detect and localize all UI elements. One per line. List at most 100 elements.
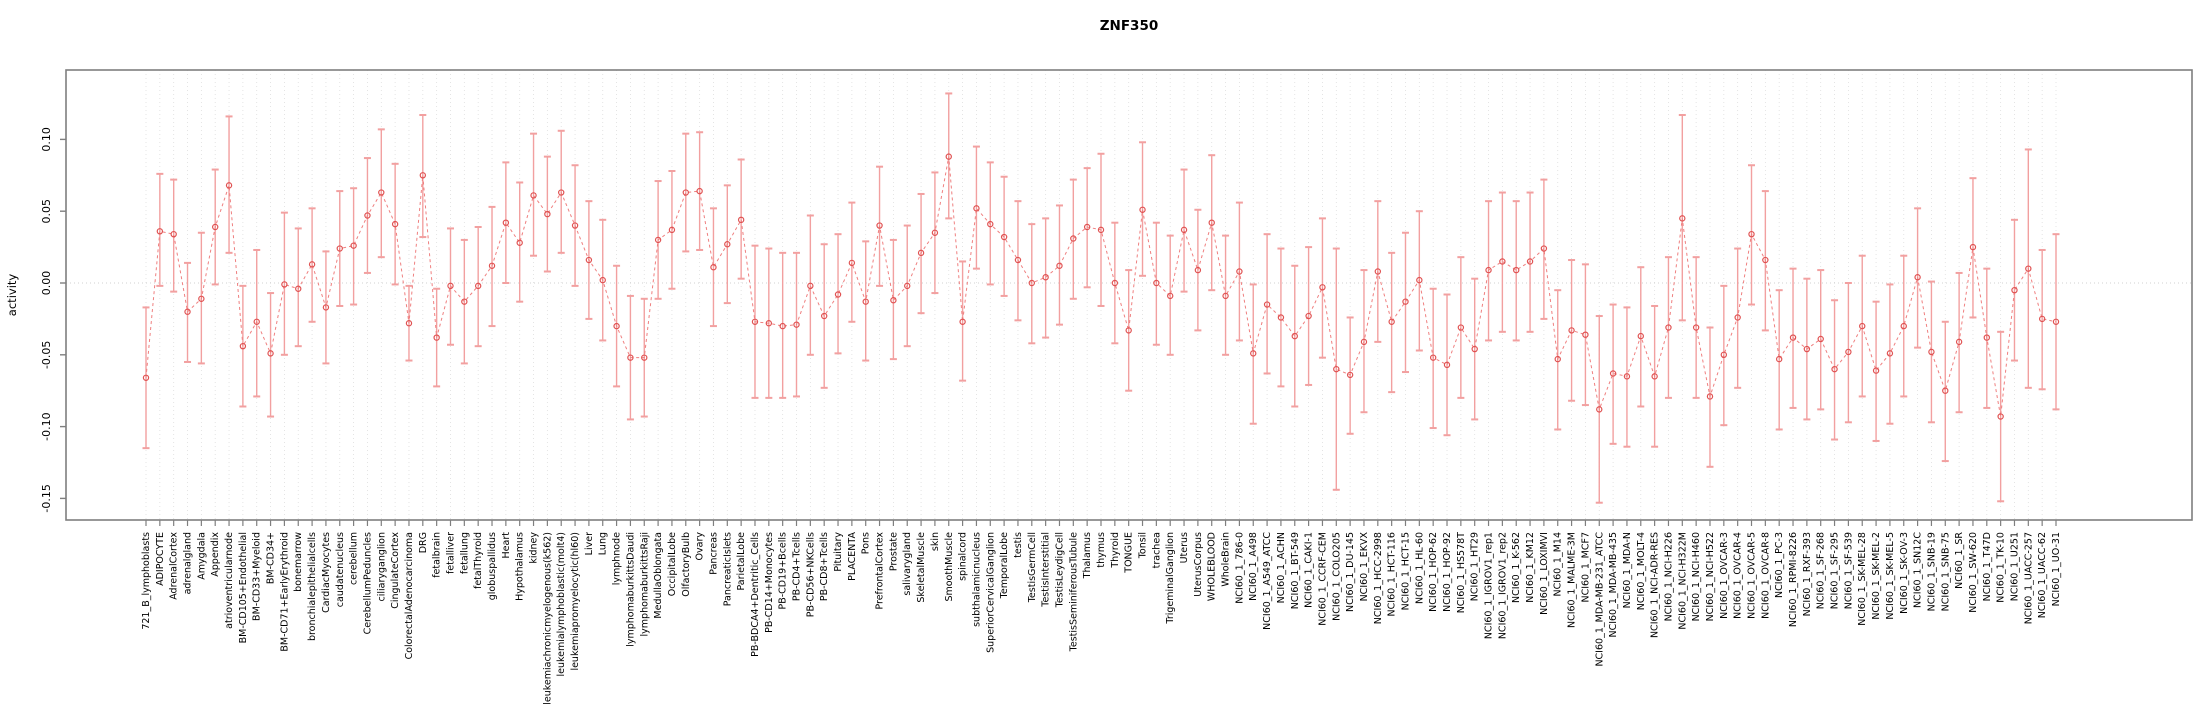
x-tick-label: Amygdala: [196, 532, 207, 580]
data-point: [931, 229, 939, 236]
data-point: [1651, 373, 1658, 380]
data-point: [253, 318, 260, 325]
data-point: [862, 298, 869, 305]
x-tick-label: NCI60_1_SK-MEL-28: [1857, 532, 1868, 626]
data-point: [1167, 292, 1174, 300]
x-tick-label: fetalThyroid: [473, 532, 484, 589]
y-tick-label: 0.00: [40, 271, 53, 296]
data-point: [710, 264, 717, 271]
data-point: [1388, 318, 1395, 325]
data-point: [1263, 301, 1271, 308]
data-point: [751, 318, 759, 325]
data-point: [1748, 230, 1755, 238]
x-tick-label: PB-CD8+Tcells: [819, 532, 830, 601]
data-point: [1333, 365, 1340, 373]
data-point: [599, 276, 606, 284]
x-tick-label: NCI60_1_SK-MEL-5: [1885, 532, 1896, 620]
x-tick-label: spinalcord: [958, 532, 969, 581]
x-tick-label: NCI60_1_OVCAR-5: [1747, 532, 1758, 619]
x-tick-label: fetallung: [459, 532, 470, 574]
data-point: [1554, 355, 1561, 363]
data-point: [696, 187, 703, 195]
x-tick-label: atrioventricularnode: [224, 532, 235, 629]
x-tick-label: PB-CD19+Bcells: [778, 532, 789, 610]
data-point: [1056, 262, 1063, 269]
data-point: [156, 228, 164, 235]
x-tick-label: NCI60_1_DU-145: [1345, 532, 1356, 612]
x-tick-label: NCI60_1_RXF-393: [1802, 532, 1813, 616]
data-point: [1180, 226, 1188, 234]
x-tick-label: NCI60_1_KM12: [1525, 532, 1536, 603]
x-tick-label: Uterus: [1179, 532, 1190, 563]
data-point: [876, 222, 883, 229]
x-tick-label: NCI60_1_NCI-H460: [1691, 532, 1702, 621]
data-point: [1277, 314, 1285, 321]
data-point: [1540, 245, 1548, 252]
data-point: [1125, 327, 1132, 334]
x-tick-label: Heart: [501, 532, 512, 559]
data-point: [170, 230, 177, 238]
x-tick-label: Hypothalamus: [515, 532, 526, 601]
data-point: [1153, 279, 1160, 287]
x-tick-label: NCI60_1_MDA-MB-231_ATCC: [1594, 532, 1605, 667]
data-point: [1374, 268, 1382, 275]
data-point: [1000, 233, 1008, 241]
x-tick-label: trachea: [1151, 532, 1162, 568]
x-tick-label: WHOLEBLOOD: [1207, 532, 1218, 601]
data-point: [1457, 324, 1465, 331]
data-point: [1596, 406, 1603, 413]
data-point: [1928, 348, 1935, 356]
data-point: [267, 350, 274, 357]
x-tick-label: TrigeminalGanglion: [1165, 532, 1176, 625]
x-tick-label: subthalamicnucleus: [971, 532, 982, 627]
data-point: [322, 304, 330, 311]
x-tick-label: Ovary: [695, 532, 706, 561]
data-point: [419, 172, 427, 179]
data-point: [1859, 322, 1866, 330]
data-point: [1222, 292, 1229, 300]
x-tick-label: NCI60_1_NCI-H322M: [1677, 532, 1688, 630]
x-tick-label: PancreaticIslets: [722, 532, 733, 606]
x-tick-label: AdrenalCortex: [169, 532, 180, 600]
data-point: [295, 285, 302, 292]
data-point: [627, 354, 634, 361]
data-point: [1346, 371, 1354, 379]
x-tick-label: lymphomaburkittsRaji: [639, 532, 650, 636]
data-point: [488, 262, 496, 269]
data-point: [571, 222, 579, 229]
x-tick-label: NCI60_1_SNB-19: [1926, 532, 1937, 611]
x-tick-label: skin: [930, 532, 941, 551]
data-point: [1111, 279, 1119, 287]
x-tick-label: NCI60_1_SR: [1954, 532, 1965, 589]
data-point: [1720, 351, 1728, 358]
data-point: [1014, 256, 1022, 264]
x-tick-label: Pons: [861, 532, 872, 554]
x-tick-label: adrenalgland: [183, 532, 194, 594]
x-tick-label: bronchialepithelialcells: [307, 532, 318, 641]
x-tick-label: TestisSeminiferousTubule: [1068, 532, 1079, 652]
data-point: [959, 318, 966, 325]
data-point: [142, 374, 150, 381]
data-point: [1762, 256, 1769, 264]
data-point: [1803, 345, 1811, 353]
x-tick-label: testis: [1013, 532, 1024, 558]
data-point: [1042, 274, 1049, 281]
series-line: [145, 156, 2057, 417]
x-tick-label: fetalliver: [445, 532, 456, 574]
data-point: [917, 249, 925, 257]
chart-title: ZNF350: [1100, 18, 1159, 34]
x-tick-label: Prostate: [888, 532, 899, 571]
data-point: [820, 312, 828, 320]
x-tick-label: NCI60_1_COLO205: [1331, 532, 1342, 621]
x-tick-label: NCI60_1_SF-539: [1843, 532, 1854, 609]
data-point: [1734, 314, 1741, 321]
x-tick-label: NCI60_1_HOP-62: [1428, 532, 1439, 612]
x-tick-label: NCI60_1_SN12C: [1913, 532, 1924, 608]
data-point: [904, 282, 911, 290]
x-tick-label: NCI60_1_OVCAR-3: [1719, 532, 1730, 619]
x-tick-label: NCI60_1_HS578T: [1456, 532, 1467, 613]
x-tick-label: NCI60_1_MCF7: [1580, 532, 1591, 603]
x-tick-label: NCI60_1_SNB-75: [1940, 532, 1951, 611]
x-tick-label: leukemiachronicmyelogenous(k562): [542, 532, 553, 705]
